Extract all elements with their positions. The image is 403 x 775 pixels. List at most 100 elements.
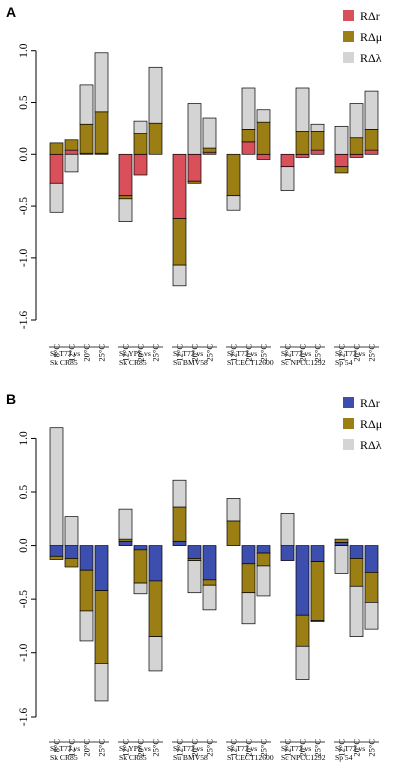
bar-segment-r	[280, 545, 295, 561]
group-label: Sc T73 vs	[227, 349, 257, 358]
bar-segment-mu	[334, 166, 349, 174]
group-label: Sc T73 vs	[50, 349, 80, 358]
category-label: 25°C	[151, 344, 161, 362]
bar-segment-lambda	[310, 123, 325, 132]
bar-segment-lambda	[202, 117, 217, 149]
bar-segment-mu	[256, 121, 271, 155]
category-label: 20°C	[136, 739, 146, 757]
group-label: Sc T73 vs	[281, 744, 311, 753]
bar-segment-r	[349, 153, 364, 158]
y-tick-label: 1.0	[18, 431, 30, 446]
group-label: Si CECT12600	[227, 358, 274, 367]
bar-segment-mu	[172, 218, 187, 266]
bar-segment-lambda	[202, 584, 217, 611]
bar-segment-lambda	[118, 508, 133, 540]
bar-segment-mu	[133, 549, 148, 584]
group-label: Su BMV58	[173, 753, 208, 762]
y-tick-label: -1.0	[18, 249, 30, 267]
bar-segment-r	[310, 545, 325, 562]
bar-segment-mu	[79, 123, 94, 154]
category-label: 12°C	[283, 739, 293, 757]
y-tick-label: 0.5	[18, 95, 30, 110]
bar-segment-mu	[187, 180, 202, 184]
bar-segment-r	[79, 545, 94, 571]
chart-panel-b: B -1.6 -1.0 -0.5 0.0 0.5 1.0 8°C 12°C 20°C 25°C 12°…	[6, 391, 382, 762]
bar-segment-mu	[148, 122, 163, 155]
category-label: 12°C	[337, 739, 347, 757]
group-label: Sc T73 vs	[335, 349, 365, 358]
category-label: 25°C	[313, 344, 323, 362]
category-label: 25°C	[367, 739, 377, 757]
group-label: Sc NPCC1292	[281, 753, 326, 762]
category-label: 20°C	[190, 739, 200, 757]
legend-label: RΔλ	[360, 51, 382, 65]
legend-label: RΔμ	[360, 417, 382, 431]
category-label: 20°C	[298, 344, 308, 362]
bar-segment-r	[334, 153, 349, 168]
category-label: 20°C	[82, 739, 92, 757]
category-label: 12°C	[337, 344, 347, 362]
bar-segment-lambda	[187, 560, 202, 594]
bar-segment-r	[64, 149, 79, 155]
bar-segment-mu	[79, 569, 94, 612]
category-label: 20°C	[298, 739, 308, 757]
category-label: 8°C	[52, 344, 62, 358]
group-label: Sc NPCC1292	[281, 358, 326, 367]
bar-segment-mu	[364, 572, 379, 603]
bar-segment-r	[310, 149, 325, 155]
bar-segment-mu	[202, 147, 217, 153]
y-tick-label: 0.0	[18, 538, 30, 553]
bar-segment-lambda	[118, 198, 133, 222]
bar-segment-mu	[49, 555, 64, 560]
bar-segment-lambda	[334, 545, 349, 574]
bar-segment-mu	[295, 614, 310, 647]
bar-segment-r	[295, 153, 310, 158]
bar-segment-r	[280, 153, 295, 168]
category-label: 25°C	[205, 739, 215, 757]
group-label: Sk CR85	[119, 753, 147, 762]
group-label: Sc T73 vs	[335, 744, 365, 753]
group-label: Sc YPS vs	[119, 744, 151, 753]
category-label: 12°C	[121, 344, 131, 362]
category-label: 12°C	[283, 344, 293, 362]
category-label: 25°C	[97, 739, 107, 757]
legend-swatch	[343, 439, 354, 450]
bar-segment-r	[133, 153, 148, 176]
group-label: Sk CR85	[50, 358, 78, 367]
bar-segment-r	[187, 153, 202, 182]
bar-segment-lambda	[49, 427, 64, 546]
bar-segment-mu	[310, 561, 325, 621]
bar-segment-mu	[241, 129, 256, 143]
panel-label: B	[6, 391, 16, 407]
bar-segment-lambda	[94, 663, 109, 702]
bar-segment-lambda	[79, 84, 94, 125]
bar-segment-lambda	[148, 636, 163, 672]
bar-segment-lambda	[226, 195, 241, 211]
bar-segment-r	[118, 153, 133, 197]
category-label: 12°C	[67, 344, 77, 362]
bar-segment-r	[334, 542, 349, 546]
category-label: 20°C	[352, 344, 362, 362]
legend-swatch	[343, 31, 354, 42]
category-label: 25°C	[259, 739, 269, 757]
bar-segment-mu	[334, 538, 349, 543]
legend-swatch	[343, 418, 354, 429]
bar-segment-mu	[256, 552, 271, 567]
y-tick-label: -0.5	[18, 197, 30, 215]
group-label: Sk CR85	[119, 358, 147, 367]
category-label: 20°C	[136, 344, 146, 362]
group-label: Su BMV58	[173, 358, 208, 367]
bar-segment-lambda	[295, 87, 310, 132]
bar-segment-r	[241, 141, 256, 155]
bar-segment-lambda	[94, 52, 109, 113]
bar-segment-lambda	[172, 479, 187, 508]
y-tick-label: 1.0	[18, 43, 30, 58]
bar-segment-mu	[64, 558, 79, 568]
category-label: 12°C	[121, 739, 131, 757]
bar-segment-r	[172, 153, 187, 219]
group-label: Sc T73 vs	[50, 744, 80, 753]
y-tick-label: 0.5	[18, 485, 30, 500]
legend-label: RΔr	[360, 9, 380, 23]
bar-segment-lambda	[172, 264, 187, 287]
group-label: Sc T73 vs	[227, 744, 257, 753]
